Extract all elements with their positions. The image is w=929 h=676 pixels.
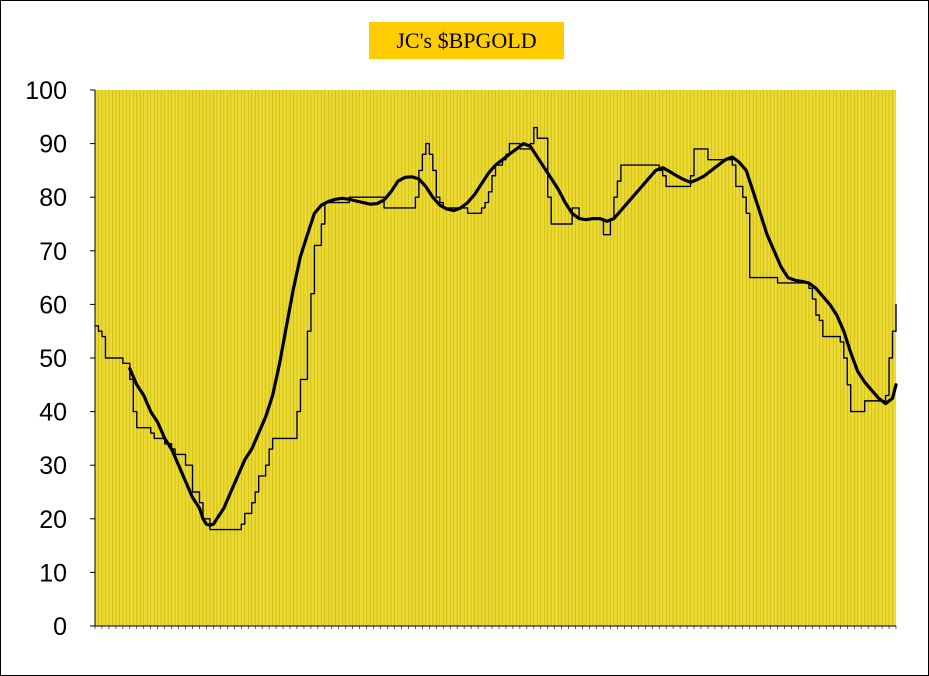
y-tick-label: 80 [39, 184, 67, 212]
y-tick-label: 50 [39, 345, 67, 373]
y-tick-label: 0 [53, 613, 67, 641]
chart-title: JC's $BPGOLD [369, 22, 564, 59]
moving-average-line [128, 142, 898, 527]
y-tick-label: 40 [39, 399, 67, 427]
y-tick-label: 90 [39, 131, 67, 159]
series-line [94, 126, 897, 531]
y-tick-label: 60 [39, 291, 67, 319]
y-tick-label: 70 [39, 238, 67, 266]
y-tick-label: 10 [39, 559, 67, 587]
y-tick-label: 30 [39, 452, 67, 480]
y-tick-label: 20 [39, 506, 67, 534]
y-tick-label: 100 [25, 77, 67, 105]
